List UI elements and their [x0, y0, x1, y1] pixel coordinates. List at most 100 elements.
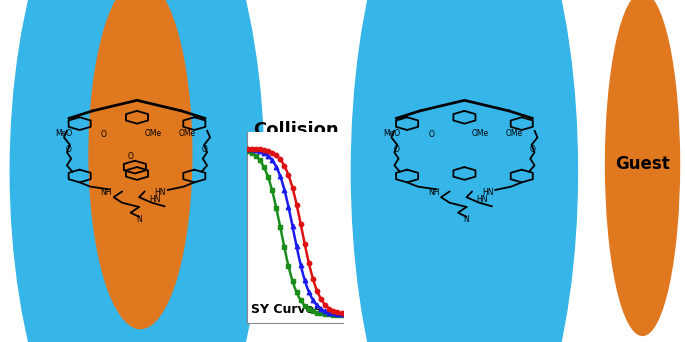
Point — [308, 308, 319, 314]
Text: OMe: OMe — [179, 129, 196, 138]
Point — [262, 153, 273, 158]
Point — [299, 278, 310, 283]
Point — [271, 205, 282, 210]
Point — [283, 263, 294, 268]
Text: O: O — [394, 145, 399, 154]
Ellipse shape — [10, 0, 264, 342]
Point — [250, 153, 261, 159]
Point — [295, 298, 306, 303]
Point — [308, 276, 319, 281]
Point — [328, 311, 339, 316]
Point — [246, 146, 257, 152]
Text: SY Curves: SY Curves — [251, 303, 322, 316]
Point — [250, 147, 261, 153]
Point — [299, 241, 310, 247]
Point — [250, 146, 261, 152]
Text: MeO: MeO — [383, 129, 400, 138]
Point — [246, 147, 257, 152]
Point — [291, 202, 302, 207]
Point — [316, 297, 327, 302]
Point — [328, 312, 339, 317]
Point — [320, 308, 331, 314]
Point — [262, 174, 273, 180]
Point — [258, 165, 269, 170]
Point — [279, 245, 290, 250]
Point — [295, 221, 306, 227]
Point — [246, 150, 257, 156]
Point — [242, 146, 253, 152]
Text: OMe: OMe — [145, 129, 162, 138]
Point — [266, 188, 277, 193]
Text: NH: NH — [428, 188, 440, 197]
Point — [336, 312, 347, 317]
Point — [254, 158, 265, 163]
Text: HN: HN — [155, 188, 166, 197]
Point — [336, 312, 347, 317]
Point — [320, 311, 331, 317]
Point — [303, 289, 314, 294]
Text: NH: NH — [101, 188, 112, 197]
Text: MeO: MeO — [55, 129, 73, 138]
Text: HN: HN — [149, 195, 160, 204]
Ellipse shape — [351, 0, 577, 342]
Text: O: O — [202, 145, 208, 154]
Point — [316, 306, 327, 312]
Point — [283, 204, 294, 209]
Point — [287, 185, 298, 190]
Text: O: O — [530, 145, 535, 154]
Point — [336, 311, 347, 316]
Point — [332, 310, 343, 315]
Point — [262, 148, 273, 154]
Point — [332, 312, 343, 317]
Point — [266, 157, 277, 163]
Point — [279, 187, 290, 192]
Point — [291, 290, 302, 295]
Text: O: O — [428, 130, 434, 140]
Point — [275, 157, 286, 162]
Point — [266, 150, 277, 155]
Point — [328, 308, 339, 314]
Point — [324, 312, 335, 317]
Point — [316, 311, 327, 316]
Point — [258, 150, 269, 156]
Point — [271, 164, 282, 169]
Ellipse shape — [89, 0, 192, 329]
Point — [324, 310, 335, 315]
Point — [283, 172, 294, 178]
Point — [258, 147, 269, 153]
Text: N: N — [136, 214, 142, 224]
Point — [320, 302, 331, 308]
Point — [312, 310, 323, 315]
Point — [287, 223, 298, 229]
Point — [303, 306, 314, 312]
Point — [291, 244, 302, 249]
Text: OMe: OMe — [506, 129, 523, 138]
Point — [312, 288, 323, 293]
Point — [308, 297, 319, 303]
Point — [287, 278, 298, 284]
Point — [279, 163, 290, 169]
Ellipse shape — [606, 0, 680, 336]
Point — [242, 146, 253, 151]
Point — [324, 306, 335, 311]
Point — [299, 303, 310, 308]
Text: O: O — [101, 130, 107, 140]
Text: HN: HN — [482, 188, 493, 197]
Text: Collision: Collision — [253, 121, 338, 139]
Point — [254, 148, 265, 154]
Text: OMe: OMe — [472, 129, 489, 138]
Text: N: N — [464, 214, 469, 224]
Text: O: O — [66, 145, 72, 154]
Point — [312, 303, 323, 308]
Point — [275, 224, 286, 230]
Text: Guest: Guest — [615, 155, 670, 173]
Point — [271, 153, 282, 158]
Point — [332, 311, 343, 317]
Point — [254, 147, 265, 152]
Text: O: O — [127, 153, 134, 161]
Point — [303, 260, 314, 266]
Point — [242, 148, 253, 154]
Text: HN: HN — [477, 195, 488, 204]
Point — [295, 262, 306, 268]
Point — [275, 173, 286, 179]
